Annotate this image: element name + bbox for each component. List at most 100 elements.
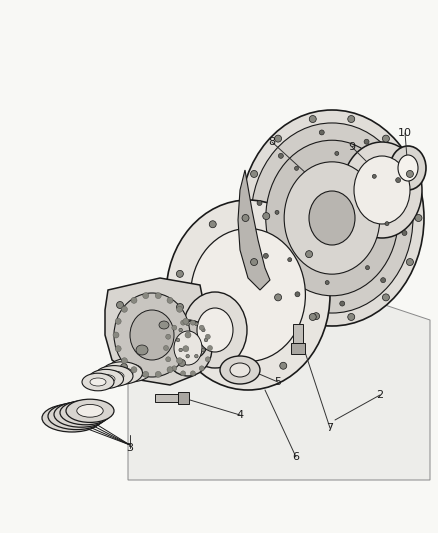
Text: 2: 2 <box>376 390 384 400</box>
Text: 3: 3 <box>127 443 134 453</box>
Ellipse shape <box>201 348 205 352</box>
Ellipse shape <box>396 177 401 183</box>
Ellipse shape <box>97 375 115 384</box>
Ellipse shape <box>155 293 161 298</box>
Ellipse shape <box>284 162 380 274</box>
Ellipse shape <box>166 357 171 362</box>
Ellipse shape <box>382 294 389 301</box>
Ellipse shape <box>208 345 212 351</box>
Ellipse shape <box>185 332 191 338</box>
Ellipse shape <box>309 116 316 123</box>
Ellipse shape <box>194 354 198 358</box>
Ellipse shape <box>240 110 424 326</box>
Ellipse shape <box>121 306 127 312</box>
Ellipse shape <box>365 265 370 270</box>
Ellipse shape <box>220 356 260 384</box>
Ellipse shape <box>54 401 108 427</box>
Ellipse shape <box>117 302 124 309</box>
Text: 7: 7 <box>326 423 334 433</box>
Ellipse shape <box>115 346 121 352</box>
Ellipse shape <box>275 135 282 142</box>
Ellipse shape <box>263 213 270 220</box>
Text: 9: 9 <box>349 142 356 152</box>
Ellipse shape <box>60 400 111 425</box>
Ellipse shape <box>251 123 413 313</box>
Ellipse shape <box>348 313 355 320</box>
Ellipse shape <box>56 410 88 426</box>
Ellipse shape <box>176 321 208 359</box>
Polygon shape <box>128 250 430 480</box>
Ellipse shape <box>257 200 262 206</box>
Ellipse shape <box>159 321 169 329</box>
Polygon shape <box>238 170 270 290</box>
Ellipse shape <box>402 230 407 236</box>
Ellipse shape <box>335 151 339 156</box>
Ellipse shape <box>406 171 413 177</box>
Ellipse shape <box>177 358 183 364</box>
Ellipse shape <box>251 259 258 265</box>
Ellipse shape <box>226 370 233 377</box>
Ellipse shape <box>242 214 249 222</box>
Ellipse shape <box>191 371 195 376</box>
Ellipse shape <box>201 328 205 332</box>
Ellipse shape <box>390 146 426 190</box>
Ellipse shape <box>121 358 127 364</box>
Ellipse shape <box>205 334 210 339</box>
Ellipse shape <box>406 259 413 265</box>
Ellipse shape <box>199 325 204 330</box>
Ellipse shape <box>82 373 114 391</box>
Ellipse shape <box>179 348 183 352</box>
Ellipse shape <box>131 297 137 303</box>
Ellipse shape <box>172 366 177 371</box>
Ellipse shape <box>381 278 385 282</box>
Ellipse shape <box>348 116 355 123</box>
Ellipse shape <box>415 214 422 222</box>
Ellipse shape <box>172 325 177 330</box>
Text: 8: 8 <box>268 137 276 147</box>
Ellipse shape <box>183 318 189 324</box>
Ellipse shape <box>104 371 124 381</box>
Ellipse shape <box>294 166 299 171</box>
Ellipse shape <box>186 322 190 326</box>
Ellipse shape <box>342 142 422 238</box>
Ellipse shape <box>191 229 305 361</box>
Ellipse shape <box>385 222 389 225</box>
Ellipse shape <box>280 362 287 369</box>
Ellipse shape <box>174 331 202 365</box>
Ellipse shape <box>295 292 300 297</box>
Ellipse shape <box>108 358 152 382</box>
Ellipse shape <box>309 313 316 320</box>
Ellipse shape <box>131 367 137 373</box>
Text: 4: 4 <box>237 410 244 420</box>
Ellipse shape <box>191 320 195 325</box>
Ellipse shape <box>183 346 189 352</box>
Ellipse shape <box>184 333 191 340</box>
Ellipse shape <box>197 308 233 352</box>
Ellipse shape <box>382 135 389 142</box>
Ellipse shape <box>194 322 198 326</box>
Ellipse shape <box>130 310 174 360</box>
Ellipse shape <box>306 251 313 257</box>
Ellipse shape <box>251 171 258 177</box>
Ellipse shape <box>143 372 149 377</box>
Polygon shape <box>178 392 189 404</box>
Polygon shape <box>155 394 178 402</box>
Ellipse shape <box>143 293 149 298</box>
Ellipse shape <box>167 367 173 373</box>
Ellipse shape <box>364 139 369 144</box>
Ellipse shape <box>180 320 186 325</box>
Polygon shape <box>170 290 185 320</box>
Ellipse shape <box>179 328 183 332</box>
Ellipse shape <box>204 338 208 342</box>
Ellipse shape <box>163 345 169 351</box>
Ellipse shape <box>325 280 329 285</box>
Ellipse shape <box>166 200 330 390</box>
Ellipse shape <box>179 359 186 367</box>
Ellipse shape <box>177 303 184 311</box>
Ellipse shape <box>266 140 398 296</box>
Ellipse shape <box>372 174 376 179</box>
Ellipse shape <box>354 156 410 224</box>
Ellipse shape <box>398 155 418 181</box>
Ellipse shape <box>95 366 133 386</box>
Ellipse shape <box>77 405 103 417</box>
